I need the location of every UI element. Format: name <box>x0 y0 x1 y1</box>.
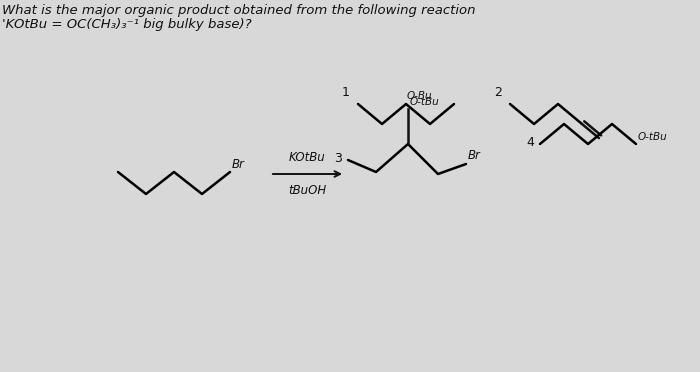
Text: KOtBu: KOtBu <box>289 151 326 164</box>
Text: What is the major organic product obtained from the following reaction: What is the major organic product obtain… <box>2 4 475 17</box>
Text: 3: 3 <box>334 151 342 164</box>
Text: tBuOH: tBuOH <box>288 184 327 197</box>
Text: O-tBu: O-tBu <box>638 132 668 142</box>
Text: 1: 1 <box>342 86 350 99</box>
Text: O-Bu: O-Bu <box>407 91 433 101</box>
Text: 2: 2 <box>494 86 502 99</box>
Text: Br: Br <box>468 149 481 162</box>
Text: 'KOtBu = OC(CH₃)₃⁻¹ big bulky base)?: 'KOtBu = OC(CH₃)₃⁻¹ big bulky base)? <box>2 18 251 31</box>
Text: Br: Br <box>232 158 245 171</box>
Text: 4: 4 <box>526 135 534 148</box>
Text: O-tBu: O-tBu <box>410 97 440 107</box>
